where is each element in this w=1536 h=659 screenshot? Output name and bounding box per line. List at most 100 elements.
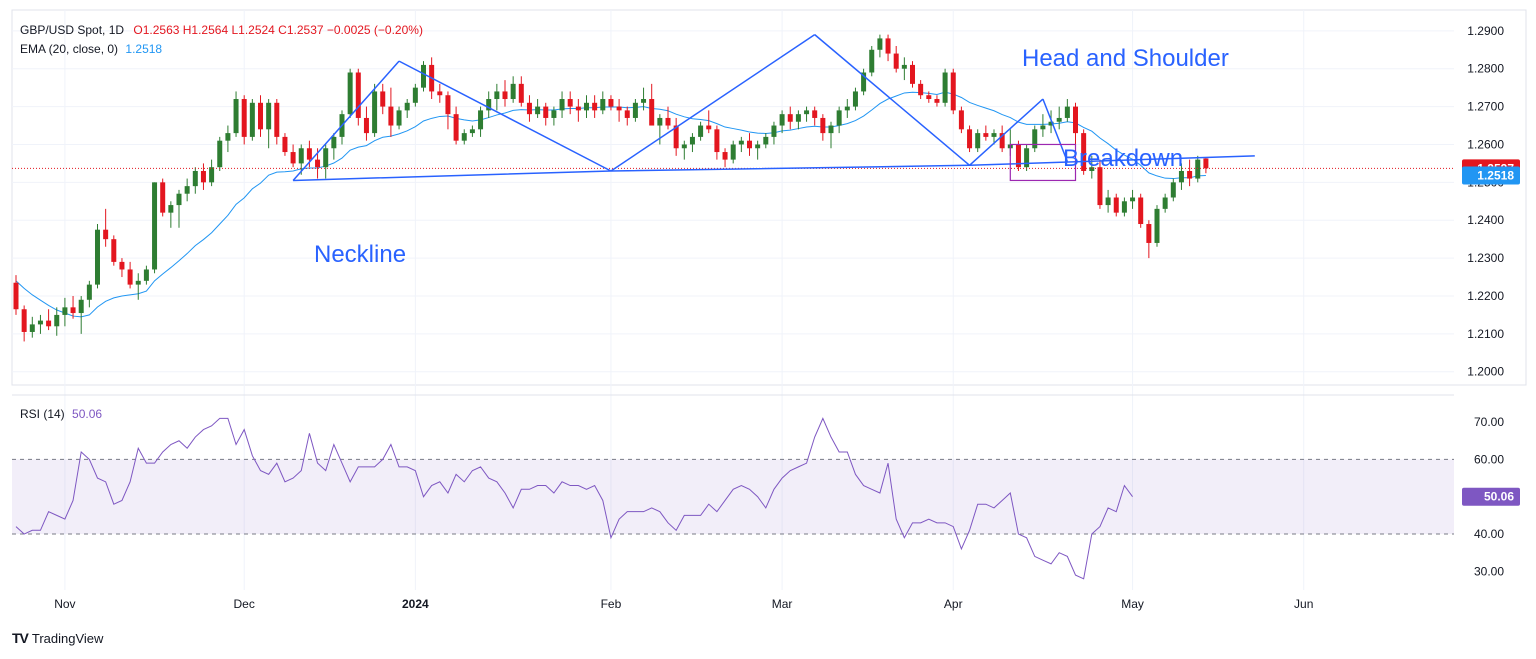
brand[interactable]: TV TradingView xyxy=(12,630,103,646)
rsi-tick-label: 70.00 xyxy=(1474,415,1504,429)
candle xyxy=(755,140,761,160)
rsi-tick-label: 60.00 xyxy=(1474,452,1504,466)
price-tick-label: 1.2900 xyxy=(1467,24,1504,38)
candle-body xyxy=(404,102,410,111)
candle xyxy=(453,106,459,145)
candle-body xyxy=(836,110,842,126)
candle xyxy=(1015,140,1021,171)
candle-body xyxy=(795,114,801,122)
candle xyxy=(641,87,647,111)
candle-body xyxy=(600,99,606,111)
candle-body xyxy=(111,239,117,262)
candle xyxy=(29,316,35,338)
candle-body xyxy=(1040,125,1046,130)
time-tick-label: Feb xyxy=(601,597,622,611)
candle xyxy=(258,95,263,137)
candle xyxy=(217,136,223,171)
candle-body xyxy=(1138,197,1144,225)
symbol-legend: GBP/USD Spot, 1D O1.2563 H1.2564 L1.2524… xyxy=(20,23,423,37)
candle-body xyxy=(323,148,329,168)
brand-name: TradingView xyxy=(31,630,104,646)
candle-body xyxy=(1178,170,1184,183)
candle xyxy=(412,83,418,107)
candle-body xyxy=(1203,158,1209,169)
candle-body xyxy=(926,95,932,100)
candle xyxy=(274,99,280,145)
candle-body xyxy=(918,83,924,96)
ema-legend[interactable]: EMA (20, close, 0) 1.2518 xyxy=(20,42,162,56)
candle xyxy=(575,99,581,122)
candle xyxy=(225,125,231,153)
candle xyxy=(421,61,426,92)
pattern-line xyxy=(292,60,400,181)
candle-body xyxy=(820,117,826,134)
candle xyxy=(910,61,915,88)
candle-body xyxy=(673,125,679,149)
candle-body xyxy=(184,186,190,194)
candle xyxy=(567,91,573,115)
candle xyxy=(738,136,744,153)
candle xyxy=(689,133,695,153)
candle-body xyxy=(209,167,215,183)
candle xyxy=(388,87,394,137)
candle xyxy=(298,144,304,175)
candle-body xyxy=(1081,133,1087,171)
candle xyxy=(510,76,516,103)
candle xyxy=(1073,102,1078,145)
candle-body xyxy=(877,38,883,50)
candle-body xyxy=(885,38,891,54)
candle-body xyxy=(143,269,149,281)
candle-body xyxy=(249,102,255,137)
rsi-legend[interactable]: RSI (14) 50.06 xyxy=(20,407,102,421)
candle xyxy=(1121,197,1127,217)
candle-body xyxy=(804,110,810,115)
candle-body xyxy=(217,140,223,168)
time-tick-label: May xyxy=(1121,597,1144,611)
candle xyxy=(535,99,541,118)
candle xyxy=(600,91,606,115)
candle-body xyxy=(241,99,247,137)
candle-body xyxy=(1121,201,1127,213)
candle xyxy=(779,110,785,134)
candle xyxy=(967,125,973,153)
candle xyxy=(323,144,329,179)
candle xyxy=(461,129,467,145)
candle-body xyxy=(535,106,541,115)
candle-body xyxy=(54,314,60,327)
candle-body xyxy=(200,170,206,183)
candle-body xyxy=(1162,197,1168,209)
candle-body xyxy=(372,91,378,134)
candle xyxy=(282,133,288,156)
candle-body xyxy=(347,72,353,115)
candle-body xyxy=(453,114,459,141)
candle xyxy=(950,68,956,115)
candle-body xyxy=(461,133,467,141)
candle xyxy=(1040,114,1046,137)
candle-body xyxy=(844,106,850,111)
candle xyxy=(1089,155,1095,179)
candle xyxy=(1024,144,1030,171)
ema-price-label-text: 1.2518 xyxy=(1477,169,1514,183)
time-tick-label: Mar xyxy=(772,597,793,611)
rsi-label: RSI (14) xyxy=(20,407,65,421)
candle-body xyxy=(1195,159,1201,179)
candle-body xyxy=(1154,208,1160,243)
candle-body xyxy=(396,110,402,126)
candle-body xyxy=(233,99,239,134)
ema-price-label: 1.2518 xyxy=(1462,166,1520,185)
candle xyxy=(478,106,484,137)
candle-body xyxy=(575,106,581,111)
candle xyxy=(942,68,948,107)
candle xyxy=(543,102,549,126)
time-tick-label: Apr xyxy=(944,597,963,611)
candle xyxy=(1154,205,1160,247)
candle-body xyxy=(1113,197,1119,213)
candles xyxy=(12,34,1454,342)
candle xyxy=(62,297,68,327)
candle xyxy=(46,309,52,331)
symbol-name[interactable]: GBP/USD Spot, 1D xyxy=(20,23,125,37)
candle xyxy=(1056,106,1062,130)
pattern-line xyxy=(969,98,1044,166)
candle xyxy=(1105,189,1111,213)
candle xyxy=(681,140,687,160)
